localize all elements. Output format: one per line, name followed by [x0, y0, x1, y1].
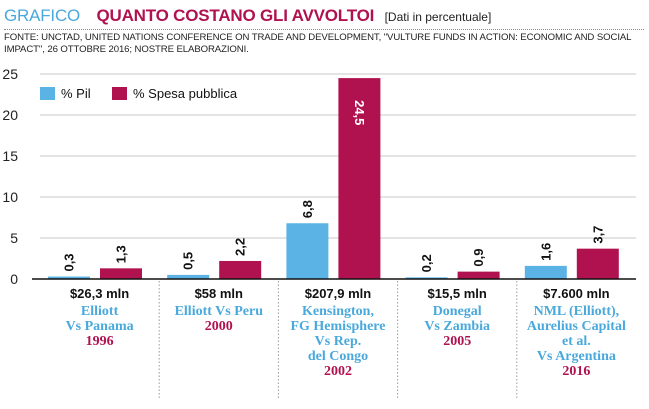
category-label: Elliott Vs Peru 2000 [159, 304, 278, 334]
legend-swatch [112, 87, 127, 100]
data-label: 1,6 [538, 243, 553, 261]
category-label: Donegal Vs Zambia 2005 [398, 304, 517, 349]
category-name: Vs Zambia [424, 319, 491, 334]
data-label: 3,7 [590, 226, 605, 244]
chart-subtitle: [Dati in percentuale] [384, 10, 492, 24]
dotted-divider [4, 29, 644, 30]
bar-pil [524, 265, 567, 279]
data-label: 24,5 [352, 100, 367, 125]
category-label: Elliott Vs Panama 1996 [40, 304, 159, 349]
data-label: 0,3 [62, 253, 77, 271]
bar-spesa [338, 78, 381, 279]
bar-spesa [457, 271, 500, 279]
bar-pil [286, 223, 329, 279]
category-name: Vs Rep. [314, 334, 362, 349]
category-label: Kensington, FG Hemisphere Vs Rep. del Congo… [278, 304, 397, 379]
category-year: 2002 [323, 364, 352, 379]
source-note: FONTE: UNCTAD, UNITED NATIONS CONFERENCE… [4, 32, 632, 55]
category-name: Donegal [432, 304, 482, 319]
y-tick-label: 15 [2, 148, 18, 164]
y-tick-label: 20 [2, 107, 18, 123]
category-amount: $58 mln [194, 286, 243, 301]
category-name: Vs Argentina [536, 349, 616, 364]
bar-pil [167, 274, 210, 279]
data-label: 2,2 [233, 238, 248, 256]
legend-swatch [40, 87, 55, 100]
category-amount: $7.600 mln [543, 286, 610, 301]
category-year: 1996 [85, 334, 114, 349]
category-amount: $26,3 mln [69, 286, 130, 301]
category-label: NML (Elliott), Aurelius Capital et al. Vs A… [517, 304, 636, 379]
chart-header: GRAFICO QUANTO COSTANO GLI AVVOLTOI [Dat… [0, 6, 649, 26]
y-tick-label: 10 [2, 189, 18, 205]
bar-spesa [219, 260, 262, 279]
bar-spesa [576, 248, 619, 279]
category-name: Aurelius Capital [526, 319, 626, 334]
data-label: 0,2 [419, 254, 434, 272]
category-amount: $207,9 mln [304, 286, 372, 301]
category-name: et al. [562, 334, 591, 349]
category-name: del Congo [307, 349, 369, 364]
category-name: Elliott [80, 304, 119, 319]
data-label: 0,5 [181, 252, 196, 270]
legend-label: % Spesa pubblica [133, 86, 238, 101]
category-name: FG Hemisphere [290, 319, 386, 334]
category-name: Kensington, [302, 304, 374, 319]
category-name: Vs Panama [65, 319, 134, 334]
legend-label: % Pil [61, 86, 91, 101]
bar-pil [48, 276, 90, 279]
category-year: 2000 [204, 319, 233, 334]
category-name: Elliott Vs Peru [174, 304, 263, 319]
category-year: 2005 [443, 334, 472, 349]
data-label: 0,9 [471, 249, 486, 267]
category-amount: $15,5 mln [427, 286, 487, 301]
chart-title: QUANTO COSTANO GLI AVVOLTOI [96, 6, 375, 25]
category-name: NML (Elliott), [533, 304, 620, 319]
kicker-label: GRAFICO [4, 6, 81, 25]
category-year: 2016 [562, 364, 591, 379]
y-tick-label: 25 [2, 66, 18, 82]
data-label: 1,3 [114, 245, 129, 263]
bar-spesa [100, 268, 142, 279]
y-tick-label: 0 [10, 271, 18, 287]
y-tick-label: 5 [10, 230, 18, 246]
data-label: 6,8 [300, 200, 315, 218]
bar-pil [405, 277, 448, 279]
